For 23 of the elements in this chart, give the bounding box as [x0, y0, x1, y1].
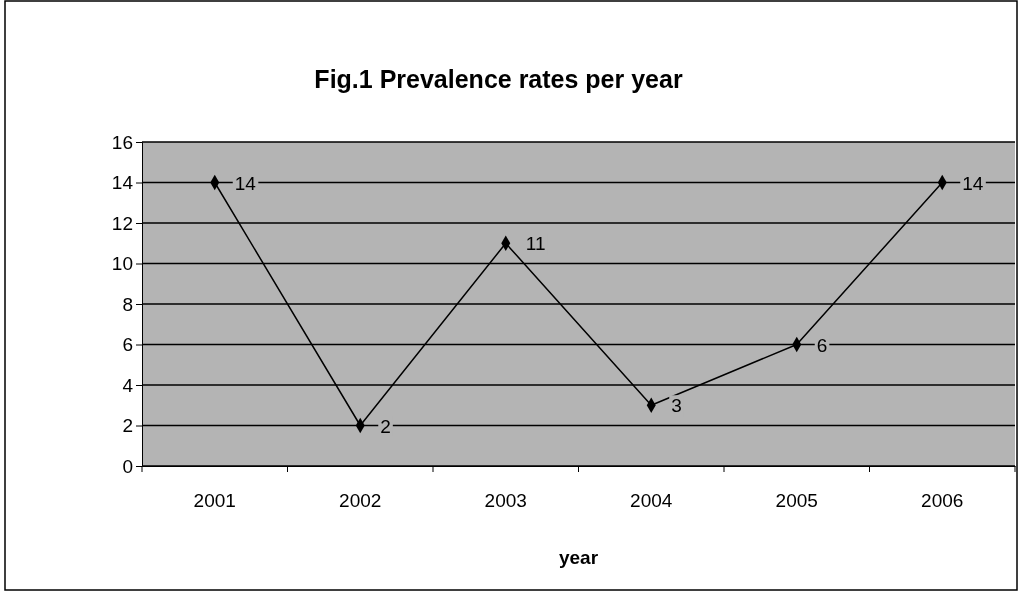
y-tick-label: 14: [111, 172, 134, 194]
y-tick-label: 2: [122, 415, 133, 437]
x-tick-label: 2001: [193, 490, 236, 512]
data-label: 2: [380, 415, 391, 437]
x-axis-title: year: [558, 547, 599, 568]
y-tick-label: 16: [111, 131, 133, 153]
x-tick-label: 2003: [484, 490, 527, 512]
y-tick-label: 8: [122, 293, 133, 315]
x-tick-label: 2004: [630, 490, 673, 512]
y-tick-label: 0: [122, 455, 133, 477]
chart-title: Fig.1 Prevalence rates per year: [314, 65, 683, 93]
data-label: 6: [816, 334, 828, 356]
data-label: 3: [671, 395, 682, 417]
data-label: 14: [962, 172, 984, 194]
y-tick-label: 6: [122, 334, 133, 356]
x-tick-label: 2005: [775, 490, 818, 512]
data-label: 11: [525, 233, 546, 255]
data-label: 14: [234, 172, 257, 194]
y-tick-label: 4: [122, 374, 134, 396]
x-tick-label: 2006: [921, 490, 964, 512]
x-tick-label: 2002: [339, 490, 382, 512]
y-tick-label: 12: [111, 212, 133, 234]
y-tick-label: 10: [111, 253, 133, 275]
